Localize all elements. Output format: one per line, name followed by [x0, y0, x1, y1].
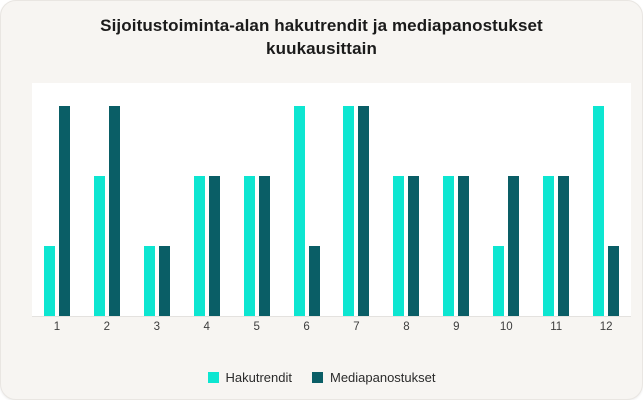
bar-mediapanostukset-month-11[interactable]	[558, 175, 570, 316]
legend-item-hakutrendit[interactable]: Hakutrendit	[207, 370, 292, 385]
bar-group-month-6	[282, 83, 332, 316]
x-axis-label-11: 11	[550, 321, 563, 333]
legend-swatch-icon	[311, 372, 323, 383]
x-axis-label-1: 1	[53, 321, 61, 333]
bar-mediapanostukset-month-8[interactable]	[408, 175, 420, 316]
bar-hakutrendit-month-8[interactable]	[393, 175, 405, 316]
bar-group-month-3	[132, 83, 182, 316]
bar-hakutrendit-month-10[interactable]	[493, 246, 505, 316]
x-axis-label-7: 7	[353, 321, 360, 333]
bar-mediapanostukset-month-9[interactable]	[458, 175, 470, 316]
bar-group-month-12	[581, 83, 631, 316]
bar-mediapanostukset-month-3[interactable]	[158, 246, 170, 316]
bar-hakutrendit-month-2[interactable]	[93, 175, 105, 316]
x-axis-label-12: 12	[599, 321, 613, 333]
bar-group-month-8	[381, 83, 431, 316]
bar-hakutrendit-month-11[interactable]	[543, 175, 555, 316]
bar-hakutrendit-month-12[interactable]	[593, 106, 605, 316]
x-axis-label-2: 2	[103, 321, 111, 333]
x-axis-labels: 1 2 3 4 5 6 7 8 9 10 11 12	[32, 321, 631, 333]
x-axis-label-3: 3	[153, 321, 160, 333]
x-axis-label-10: 10	[499, 321, 513, 333]
bar-hakutrendit-month-7[interactable]	[343, 106, 355, 316]
bar-mediapanostukset-month-5[interactable]	[258, 175, 270, 316]
bar-mediapanostukset-month-1[interactable]	[58, 106, 70, 316]
bar-mediapanostukset-month-10[interactable]	[508, 175, 520, 316]
bar-mediapanostukset-month-4[interactable]	[208, 175, 220, 316]
x-axis-label-5: 5	[253, 321, 260, 333]
x-axis-label-6: 6	[303, 321, 310, 333]
bar-hakutrendit-month-5[interactable]	[243, 175, 255, 316]
x-axis-label-9: 9	[453, 321, 460, 333]
bar-mediapanostukset-month-7[interactable]	[358, 106, 370, 316]
bar-group-month-7	[332, 83, 382, 316]
bar-group-month-9	[431, 83, 481, 316]
x-axis-label-4: 4	[203, 321, 210, 333]
bar-mediapanostukset-month-2[interactable]	[108, 106, 120, 316]
legend-label: Hakutrendit	[225, 370, 292, 385]
bar-hakutrendit-month-6[interactable]	[293, 106, 305, 316]
legend-swatch-icon	[207, 372, 219, 383]
bar-group-month-4	[182, 83, 232, 316]
bar-group-month-11	[531, 83, 581, 316]
chart-legend: Hakutrendit Mediapanostukset	[1, 370, 642, 385]
legend-item-mediapanostukset[interactable]: Mediapanostukset	[311, 370, 436, 385]
bar-group-month-5	[232, 83, 282, 316]
bar-hakutrendit-month-1[interactable]	[43, 246, 55, 316]
bar-mediapanostukset-month-12[interactable]	[608, 246, 620, 316]
x-axis-label-8: 8	[403, 321, 410, 333]
bar-hakutrendit-month-4[interactable]	[193, 175, 205, 316]
bar-group-month-1	[32, 83, 82, 316]
chart-title: Sijoitustoiminta-alan hakutrendit ja med…	[100, 16, 543, 58]
legend-label: Mediapanostukset	[329, 370, 436, 385]
bar-hakutrendit-month-9[interactable]	[443, 175, 455, 316]
bar-group-month-2	[82, 83, 132, 316]
bar-hakutrendit-month-3[interactable]	[143, 246, 155, 316]
bar-mediapanostukset-month-6[interactable]	[308, 246, 320, 316]
bar-group-month-10	[481, 83, 531, 316]
bar-chart-plot-area	[32, 83, 631, 317]
